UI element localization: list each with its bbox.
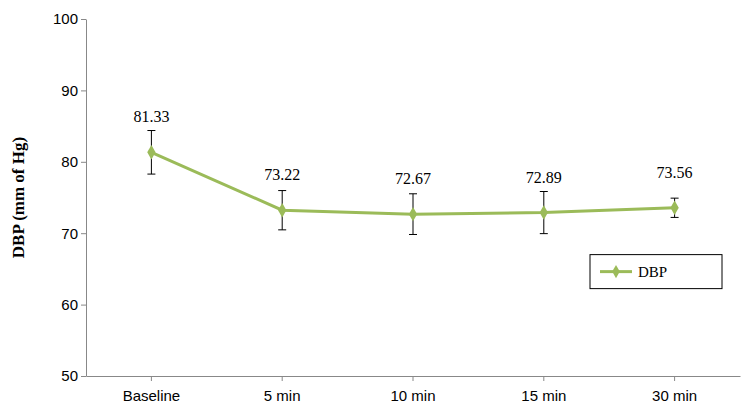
data-label: 72.67 [395,170,431,187]
error-bar-cap [147,130,155,131]
x-tick: 30 min [652,376,697,404]
y-tick-label: 50 [61,367,78,384]
x-tick: 10 min [390,376,435,404]
y-tick-mark [81,233,86,234]
y-tick-label: 90 [61,82,78,99]
error-bar [147,131,155,175]
error-bar [409,194,417,235]
legend-box [590,255,722,289]
y-axis-title: DBP (mm of Hg) [9,137,28,258]
error-bar [540,192,548,234]
y-tick-label: 60 [61,296,78,313]
y-axis-line [86,20,87,377]
error-bar [671,198,679,217]
y-tick: 60 [61,296,86,313]
x-tick-label: 10 min [390,387,435,404]
y-tick-mark [81,19,86,20]
y-tick: 50 [61,367,86,384]
y-tick-mark [81,376,86,377]
y-tick-mark [81,162,86,163]
y-tick: 80 [61,153,86,170]
chart: 50 60 70 80 90 100 Baseline 5 min 10 min 15 min 30… [0,0,741,419]
legend-label: DBP [638,264,667,280]
x-tick-label: 5 min [264,387,301,404]
x-tick-label: 30 min [652,387,697,404]
x-tick-label: 15 min [521,387,566,404]
x-tick-mark [151,376,152,381]
y-tick-mark [81,90,86,91]
y-axis: 50 60 70 80 90 100 [53,10,87,384]
y-tick-label: 80 [61,153,78,170]
data-label: 73.22 [264,166,300,183]
x-tick-mark [543,376,544,381]
x-tick-mark [282,376,283,381]
error-bar-cap [671,217,679,218]
y-tick: 70 [61,225,86,242]
y-tick-label: 100 [53,10,78,27]
x-tick-label: Baseline [123,387,181,404]
error-bar-cap [409,193,417,194]
error-bar-cap [671,198,679,199]
error-bar [278,191,286,230]
marker [278,203,286,217]
y-tick: 100 [53,10,86,27]
error-bar-cap [147,174,155,175]
x-tick: 15 min [521,376,566,404]
plot-marks [147,131,679,235]
error-bar-cap [540,191,548,192]
marker [409,207,417,221]
marker [147,145,155,159]
x-tick: Baseline [123,376,181,404]
error-bar-cap [278,190,286,191]
data-label: 81.33 [133,108,169,125]
x-tick-mark [413,376,414,381]
data-labels: 81.33 73.22 72.67 72.89 73.56 [133,108,692,187]
y-tick-mark [81,305,86,306]
error-bar-cap [409,234,417,235]
error-bar-cap [278,229,286,230]
legend: DBP [590,255,722,289]
marker [540,205,548,219]
data-label: 72.89 [526,169,562,186]
x-tick-mark [674,376,675,381]
data-label: 73.56 [657,164,693,181]
y-tick-label: 70 [61,225,78,242]
marker [670,201,678,215]
x-axis: Baseline 5 min 10 min 15 min 30 min [87,376,741,404]
y-tick: 90 [61,82,86,99]
legend-marker [612,265,620,278]
series-line [151,152,674,214]
x-tick: 5 min [264,376,301,404]
error-bar-cap [540,233,548,234]
